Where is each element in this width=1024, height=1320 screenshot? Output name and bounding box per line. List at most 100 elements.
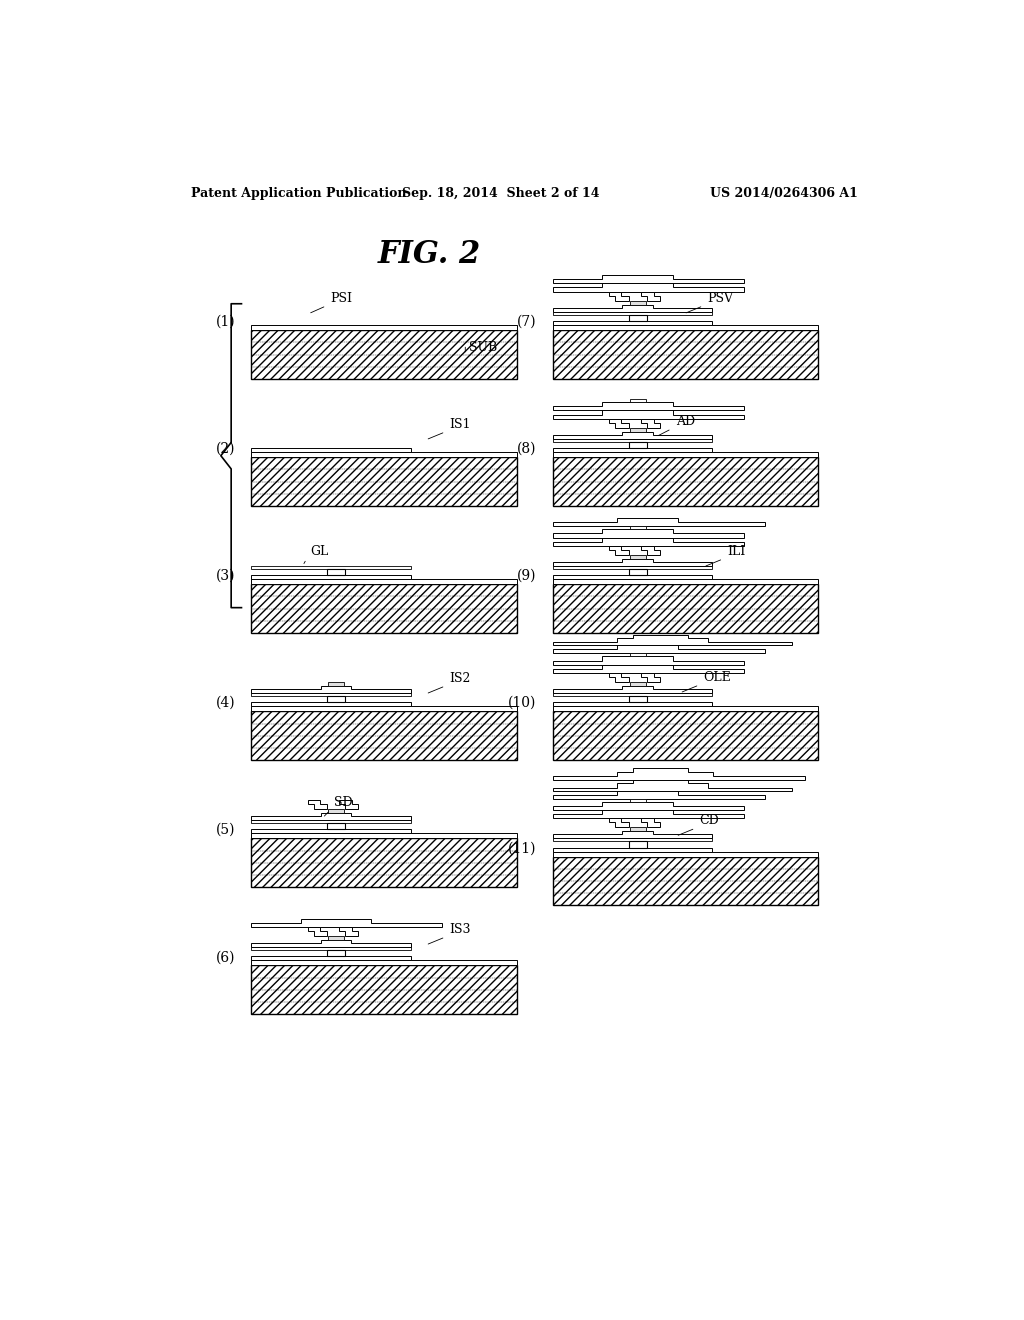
Polygon shape [641,545,659,554]
Bar [630,828,646,832]
Bar [553,321,712,325]
Text: FIG. 2: FIG. 2 [378,239,481,271]
Text: (5): (5) [216,824,236,837]
Polygon shape [553,664,744,673]
Bar [251,829,411,833]
Polygon shape [609,418,629,428]
Text: PSV: PSV [708,292,733,305]
Bar [553,838,712,841]
Bar [629,569,647,576]
Polygon shape [553,411,744,418]
Text: Sep. 18, 2014  Sheet 2 of 14: Sep. 18, 2014 Sheet 2 of 14 [402,187,600,201]
Polygon shape [609,673,629,682]
Text: (11): (11) [508,841,537,855]
Polygon shape [251,686,411,693]
Text: (6): (6) [216,950,236,964]
Bar [630,527,646,529]
Bar [251,833,517,838]
Bar [251,711,517,760]
Bar [251,702,411,706]
Polygon shape [609,292,629,301]
Bar [327,569,345,576]
Polygon shape [251,813,411,820]
Polygon shape [609,818,629,828]
Polygon shape [553,791,765,799]
Polygon shape [553,645,765,653]
Bar [553,579,818,585]
Bar [630,799,646,801]
Polygon shape [553,537,744,545]
Polygon shape [339,800,358,809]
Polygon shape [641,418,659,428]
Bar [553,440,712,442]
Bar [630,428,646,432]
Polygon shape [641,818,659,828]
Polygon shape [553,432,712,440]
Bar [251,820,411,824]
Polygon shape [553,305,712,312]
Bar [251,579,517,585]
Polygon shape [553,686,712,693]
Bar [553,453,818,457]
Bar [251,453,517,457]
Text: PSI: PSI [331,292,352,305]
Bar [629,315,647,321]
Bar [251,330,517,379]
Bar [251,576,411,579]
Bar [251,566,411,569]
Text: SUB: SUB [469,341,498,354]
Bar [629,841,647,847]
Bar [251,956,411,961]
Bar [327,950,345,956]
Text: IS2: IS2 [450,672,471,685]
Text: CD: CD [699,814,719,828]
Bar [553,447,712,453]
Text: (8): (8) [517,442,537,455]
Bar [251,706,517,711]
Bar [327,824,345,829]
Bar [553,693,712,696]
Polygon shape [641,673,659,682]
Polygon shape [553,519,765,527]
Bar [630,653,646,656]
Polygon shape [251,919,442,927]
Bar [553,851,818,857]
Polygon shape [553,810,744,818]
Text: (2): (2) [216,442,236,455]
Polygon shape [553,403,744,411]
Polygon shape [553,276,744,284]
Bar [630,554,646,558]
Text: OLE: OLE [703,671,731,684]
Bar [328,936,344,940]
Text: AD: AD [676,414,694,428]
Bar [553,312,712,315]
Bar [251,457,517,506]
Bar [553,711,818,760]
Bar [629,696,647,702]
Polygon shape [251,940,411,948]
Polygon shape [553,635,792,645]
Bar [251,585,517,634]
Bar [630,399,646,403]
Bar [553,847,712,851]
Bar [553,576,712,579]
Text: SD: SD [334,796,353,809]
Text: (3): (3) [216,569,236,583]
Text: GL: GL [310,545,329,558]
Text: (10): (10) [508,696,537,710]
Polygon shape [553,832,712,838]
Polygon shape [553,529,744,537]
Bar [553,585,818,634]
Bar [251,838,517,887]
Bar [251,447,411,453]
Bar [553,457,818,506]
Text: (7): (7) [517,315,537,329]
Text: (9): (9) [517,569,537,583]
Bar [251,961,517,965]
Polygon shape [308,927,327,936]
Polygon shape [641,292,659,301]
Text: Patent Application Publication: Patent Application Publication [191,187,407,201]
Bar [251,325,517,330]
Bar [630,301,646,305]
Text: ILI: ILI [727,545,745,558]
